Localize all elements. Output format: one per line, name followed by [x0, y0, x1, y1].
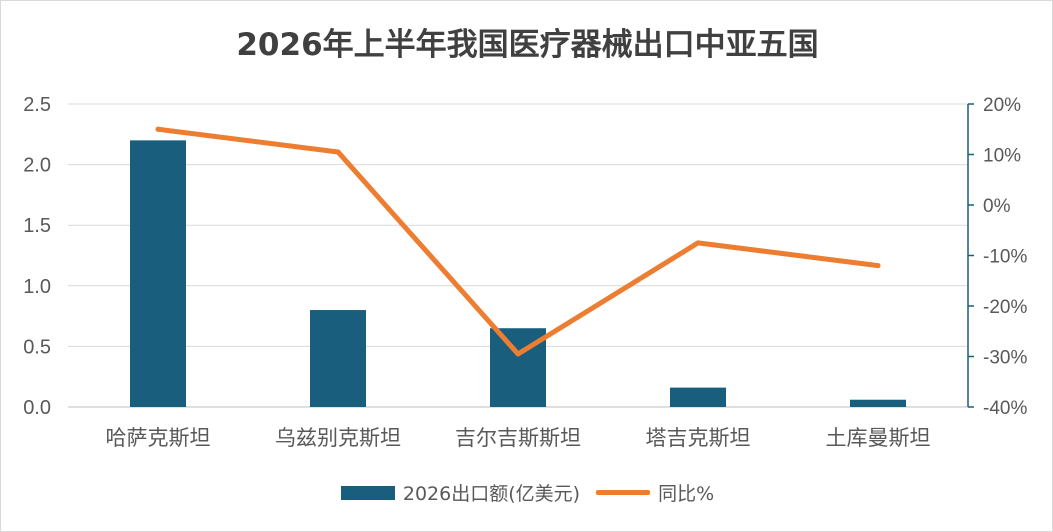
y-left-tick-label: 0.0	[23, 397, 51, 419]
bar	[850, 399, 906, 407]
line-point	[155, 126, 161, 132]
y-right-tick-label: 0%	[983, 196, 1011, 217]
y-left-tick-label: 1.5	[23, 215, 51, 237]
legend-label-bar: 2026出口额(亿美元)	[402, 483, 581, 505]
legend: 2026出口额(亿美元) 同比%	[1, 479, 1052, 506]
y-right-tick-label: -10%	[983, 247, 1027, 268]
legend-swatch-line	[596, 490, 651, 495]
y-left-tick-label: 2.5	[23, 94, 51, 116]
legend-item-line: 同比%	[596, 479, 714, 506]
x-tick-label: 乌兹别克斯坦	[275, 426, 401, 450]
line-point	[875, 263, 881, 269]
legend-label-line: 同比%	[658, 483, 715, 505]
y-right-tick-label: -40%	[983, 398, 1027, 419]
line-point	[695, 240, 701, 246]
y-right-tick-label: -20%	[983, 297, 1027, 318]
x-tick-label: 土库曼斯坦	[826, 426, 931, 450]
y-left-tick-label: 2.0	[23, 155, 51, 177]
chart-title: 2026年上半年我国医疗器械出口中亚五国	[236, 27, 819, 63]
line-series-yoy	[155, 126, 881, 357]
legend-swatch-bar	[340, 485, 395, 500]
line-point	[335, 149, 341, 155]
x-tick-label: 哈萨克斯坦	[106, 426, 211, 450]
y-left-tick-label: 1.0	[23, 276, 51, 298]
x-tick-label: 塔吉克斯坦	[646, 426, 751, 450]
y-right-tick-label: 20%	[983, 95, 1021, 116]
bar	[130, 140, 186, 408]
bar	[310, 310, 366, 407]
y-left-tick-label: 0.5	[23, 336, 51, 358]
bar	[670, 387, 726, 407]
line-point	[515, 351, 521, 357]
y-right-tick-label: 10%	[983, 146, 1021, 167]
legend-item-bar: 2026出口额(亿美元)	[340, 479, 581, 506]
x-tick-label: 吉尔吉斯斯坦	[455, 426, 581, 450]
y-right-tick-label: -30%	[983, 348, 1027, 369]
